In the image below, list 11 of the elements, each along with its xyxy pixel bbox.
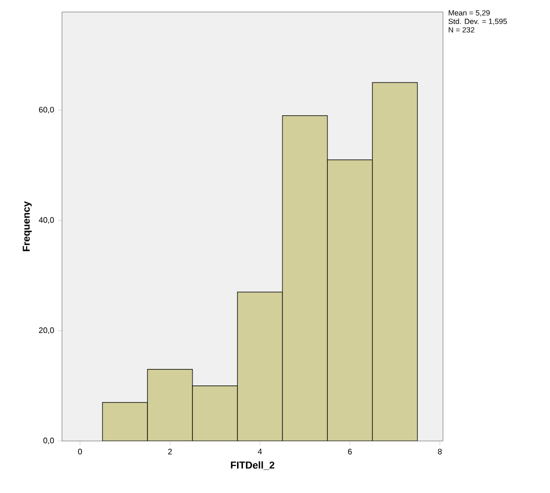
x-axis-title: FITDell_2 bbox=[230, 461, 274, 470]
x-tick-label: 6 bbox=[348, 448, 352, 454]
x-tick-label: 2 bbox=[168, 448, 172, 454]
y-tick-label: 40,0 bbox=[38, 217, 54, 224]
y-tick-label: 60,0 bbox=[39, 106, 54, 114]
y-axis-title: Frequency bbox=[22, 201, 32, 252]
y-tick-label: 20,0 bbox=[39, 327, 54, 334]
y-tick-label: 0,0 bbox=[43, 438, 54, 444]
x-tick-label: 0 bbox=[78, 448, 82, 454]
x-tick-label: 4 bbox=[258, 448, 262, 454]
x-tick-label: 8 bbox=[438, 448, 442, 454]
